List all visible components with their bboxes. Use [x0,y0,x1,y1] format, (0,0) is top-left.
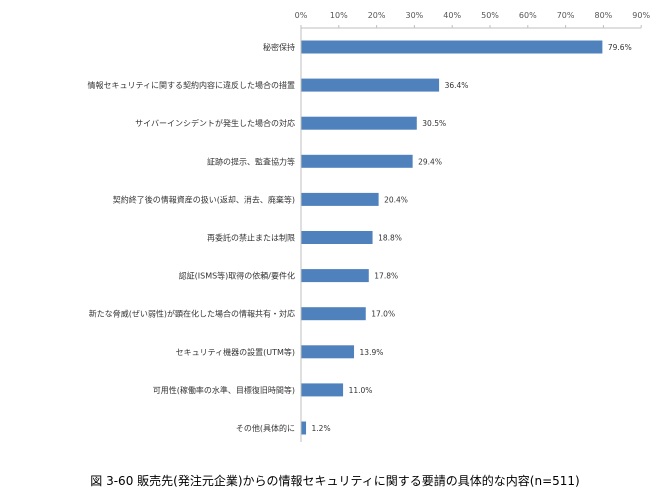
x-tick-label: 30% [406,11,424,20]
x-tick-label: 0% [295,11,308,20]
bar [301,269,369,283]
x-tick-label: 50% [481,11,499,20]
data-label: 29.4% [418,157,442,166]
data-label: 79.6% [608,43,632,52]
data-label: 30.5% [422,119,446,128]
data-label: 17.0% [371,310,395,319]
bar-chart: 0% 10% 20% 30% 40% 50% 60% 70% 80% 90% 秘密保持情報セキュリ… [87,11,650,442]
bar [301,192,379,206]
category-label: 認証(ISMS等)取得の依頼/要件化 [179,271,295,281]
x-tick-label: 40% [443,11,461,20]
bar [301,307,366,321]
category-label: 新たな脅威(ぜい弱性)が顕在化した場合の情報共有・対応 [89,309,295,319]
category-label: サイバーインシデントが発生した場合の対応 [135,118,295,128]
bar [301,345,355,359]
bar [301,231,373,244]
category-label: 再委託の禁止または制限 [207,233,295,243]
category-label: 可用性(稼働率の水準、目標復旧時間等) [153,385,295,395]
category-label: その他(具体的に [236,423,295,433]
x-tick-label: 10% [330,11,348,20]
x-tick-label: 60% [519,11,537,20]
data-labels: 79.6% 36.4% 30.5% 29.4% 20.4% 18.8% 17.8% 17.0%… [312,43,632,433]
x-tick-label: 20% [368,11,386,20]
category-label: 契約終了後の情報資産の扱い(返却、消去、廃棄等) [113,194,295,204]
bars [301,40,603,435]
x-tick-label: 70% [557,11,575,20]
data-label: 18.8% [378,234,402,243]
data-label: 1.2% [312,424,331,433]
bar [301,40,603,54]
x-tick-label: 90% [632,11,650,20]
category-labels: 秘密保持情報セキュリティに関する契約内容に違反した場合の措置サイバーインシデント… [87,42,295,433]
bar [301,421,307,435]
x-tick-label: 80% [595,11,613,20]
bar [301,383,344,397]
figure-caption: 図 3-60 販売先(発注元企業)からの情報セキュリティに関する要請の具体的な内… [90,474,580,488]
category-label: 証跡の提示、監査協力等 [207,156,295,166]
data-label: 20.4% [384,195,408,204]
bar [301,78,440,92]
data-label: 11.0% [349,386,373,395]
x-axis: 0% 10% 20% 30% 40% 50% 60% 70% 80% 90% [295,11,650,442]
data-label: 36.4% [445,81,469,90]
bar [301,116,417,130]
bar [301,154,413,168]
category-label: 秘密保持 [263,42,295,52]
category-label: セキュリティ機器の設置(UTM等) [176,347,295,357]
category-label: 情報セキュリティに関する契約内容に違反した場合の措置 [87,80,295,90]
data-label: 13.9% [360,348,384,357]
data-label: 17.8% [374,272,398,281]
